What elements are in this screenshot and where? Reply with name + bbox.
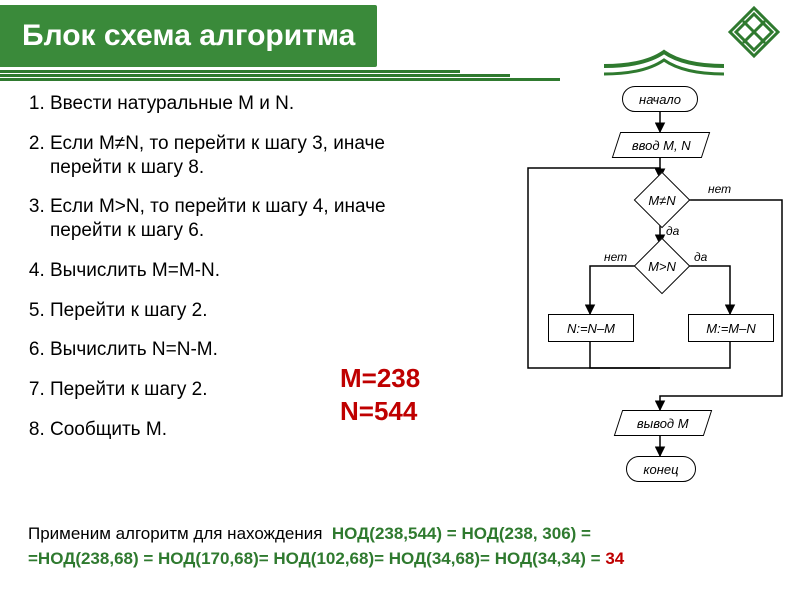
flowchart: начало ввод M, N M≠N M>N N:=N–M M:=M–N вывод M… (494, 80, 794, 510)
example-values: M=238 N=544 (340, 362, 420, 427)
gcd-chain: Применим алгоритм для нахождения НОД(238… (28, 522, 780, 571)
fc-node-pN: N:=N–M (548, 314, 634, 342)
example-m: M=238 (340, 362, 420, 395)
gcd-term: НОД(238, 306) = (461, 524, 591, 543)
fc-node-start: начало (622, 86, 698, 112)
gcd-term: НОД(102,68)= (273, 549, 384, 568)
gcd-term: НОД(170,68)= (158, 549, 269, 568)
fc-edge-label-d2_no: нет (604, 250, 627, 264)
step-item: Если M≠N, то перейти к шагу 3, иначе пер… (50, 132, 456, 180)
step-item: Если M>N, то перейти к шагу 4, иначе пер… (50, 195, 456, 243)
gcd-term: НОД(34,34) = (495, 549, 601, 568)
page-title: Блок схема алгоритма (0, 5, 377, 67)
fc-edge-label-d2_yes: да (694, 250, 707, 264)
fc-node-pM: M:=M–N (688, 314, 774, 342)
gcd-answer: 34 (605, 549, 624, 568)
example-n: N=544 (340, 395, 420, 428)
gcd-term: НОД(34,68)= (389, 549, 490, 568)
fc-node-d1: M≠N (642, 180, 682, 220)
fc-node-out: вывод M (614, 410, 712, 436)
gcd-term: =НОД(238,68) = (28, 549, 153, 568)
fc-edge-label-d1_no: нет (708, 182, 731, 196)
step-item: Вычислить N=N-M. (50, 338, 456, 362)
fc-node-d2: M>N (642, 246, 682, 286)
fc-node-input: ввод M, N (612, 132, 710, 158)
fc-node-end: конец (626, 456, 696, 482)
step-item: Вычислить M=M-N. (50, 259, 456, 283)
step-item: Ввести натуральные M и N. (50, 92, 456, 116)
step-item: Перейти к шагу 2. (50, 299, 456, 323)
knot-logo-icon (726, 4, 782, 60)
fc-edge-label-d1_yes: да (666, 224, 679, 238)
gcd-term: НОД(238,544) = (332, 524, 457, 543)
